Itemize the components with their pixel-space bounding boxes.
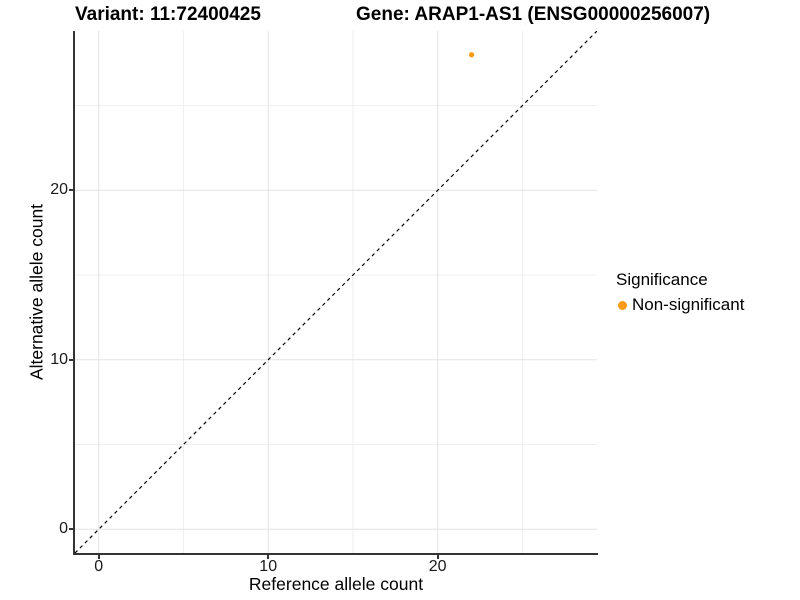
legend-point-swatch-icon <box>618 300 627 310</box>
x-tick-label: 20 <box>428 558 447 575</box>
y-tick-mark <box>69 358 73 361</box>
legend: Significance Non-significant <box>616 270 744 315</box>
y-tick-label: 0 <box>59 520 68 538</box>
y-axis-line <box>73 31 75 555</box>
y-tick-label: 20 <box>50 181 68 199</box>
x-tick-mark <box>267 555 270 559</box>
y-tick-label: 10 <box>50 350 68 368</box>
x-tick-mark <box>436 555 439 559</box>
x-tick-label: 0 <box>94 558 104 575</box>
x-axis-line <box>73 553 598 555</box>
data-point <box>468 52 475 58</box>
legend-item-label: Non-significant <box>632 295 745 314</box>
legend-title: Significance <box>616 270 708 289</box>
x-tick-mark <box>97 555 100 559</box>
plot-title-variant: Variant: 11:72400425 <box>75 4 261 25</box>
plot-panel <box>75 31 597 553</box>
y-tick-mark <box>69 528 73 531</box>
y-tick-mark <box>69 189 73 192</box>
x-axis-title: Reference allele count <box>248 574 424 594</box>
x-tick-label: 10 <box>259 558 278 575</box>
plot-title-gene: Gene: ARAP1-AS1 (ENSG00000256007) <box>356 4 711 25</box>
legend-item: Non-significant <box>616 295 744 315</box>
identity-reference-line <box>75 31 597 553</box>
